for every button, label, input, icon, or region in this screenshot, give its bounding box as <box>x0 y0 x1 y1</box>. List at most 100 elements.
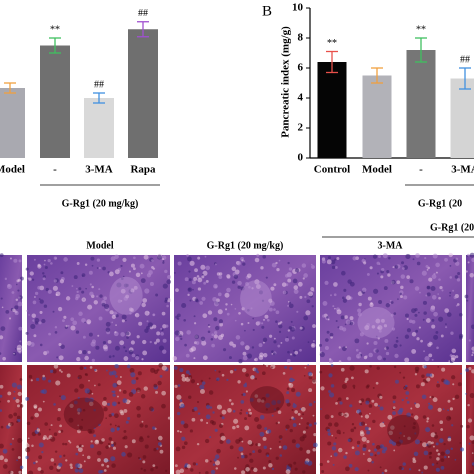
texture <box>144 424 148 428</box>
texture <box>66 373 71 378</box>
texture <box>360 421 365 426</box>
texture <box>79 383 85 389</box>
texture <box>254 377 258 380</box>
texture <box>177 261 182 266</box>
texture <box>146 320 149 323</box>
texture <box>353 387 356 389</box>
texture <box>355 353 361 359</box>
texture <box>379 466 382 469</box>
texture <box>466 299 469 302</box>
texture <box>354 450 360 456</box>
islet <box>357 306 395 339</box>
texture <box>56 356 59 359</box>
texture <box>451 375 456 380</box>
texture <box>176 394 182 400</box>
texture <box>147 435 150 439</box>
texture <box>202 313 208 319</box>
texture <box>412 258 415 261</box>
texture <box>347 356 352 361</box>
texture <box>91 264 94 267</box>
texture <box>108 371 114 376</box>
texture <box>402 376 406 379</box>
texture <box>229 370 234 374</box>
texture <box>394 353 399 359</box>
texture <box>199 384 205 390</box>
texture <box>165 324 169 328</box>
texture <box>362 444 367 449</box>
texture <box>422 379 426 382</box>
texture <box>431 318 435 322</box>
texture <box>116 427 120 431</box>
texture <box>428 353 433 358</box>
texture <box>457 382 462 387</box>
texture <box>186 254 189 257</box>
texture <box>37 467 42 471</box>
texture <box>324 414 330 420</box>
texture <box>454 458 457 461</box>
texture <box>208 377 211 380</box>
texture <box>46 437 49 440</box>
texture <box>0 455 4 461</box>
texture <box>366 440 370 444</box>
texture <box>201 381 206 385</box>
texture <box>211 343 215 348</box>
texture <box>330 259 336 265</box>
texture <box>27 437 30 440</box>
texture <box>257 321 261 325</box>
texture <box>190 468 194 472</box>
texture <box>446 415 452 421</box>
texture <box>25 267 29 271</box>
texture <box>440 451 445 456</box>
texture <box>34 291 39 296</box>
texture <box>279 454 283 457</box>
texture <box>264 314 269 319</box>
texture <box>362 447 367 452</box>
texture <box>193 406 198 411</box>
texture <box>84 355 89 361</box>
texture <box>235 335 241 340</box>
texture <box>245 467 250 472</box>
texture <box>205 279 209 283</box>
texture <box>347 438 351 442</box>
texture <box>164 299 168 303</box>
texture <box>57 306 63 312</box>
texture <box>40 470 44 474</box>
texture <box>289 428 293 433</box>
texture <box>78 350 83 354</box>
texture <box>140 272 143 275</box>
texture <box>261 371 266 376</box>
texture <box>277 410 282 414</box>
texture <box>415 403 420 409</box>
texture <box>38 321 42 325</box>
texture <box>273 337 276 340</box>
texture <box>41 450 44 454</box>
texture <box>96 295 99 298</box>
texture <box>302 430 306 434</box>
texture <box>162 349 167 354</box>
texture <box>179 468 185 474</box>
texture <box>402 462 406 466</box>
texture <box>162 261 165 264</box>
texture <box>43 435 47 439</box>
texture <box>54 331 58 334</box>
texture <box>431 274 437 279</box>
texture <box>54 257 57 260</box>
texture <box>431 324 436 329</box>
texture <box>423 350 426 353</box>
texture <box>304 460 309 465</box>
texture <box>261 325 265 329</box>
texture <box>207 330 211 334</box>
texture <box>83 366 87 370</box>
texture <box>16 384 22 390</box>
texture <box>31 278 35 281</box>
texture <box>342 298 347 303</box>
texture <box>14 305 19 310</box>
texture <box>16 404 20 408</box>
texture <box>175 288 179 293</box>
texture <box>392 400 396 404</box>
texture <box>293 461 297 465</box>
texture <box>345 346 347 349</box>
texture <box>33 405 37 409</box>
texture <box>113 403 116 406</box>
texture <box>366 342 369 345</box>
